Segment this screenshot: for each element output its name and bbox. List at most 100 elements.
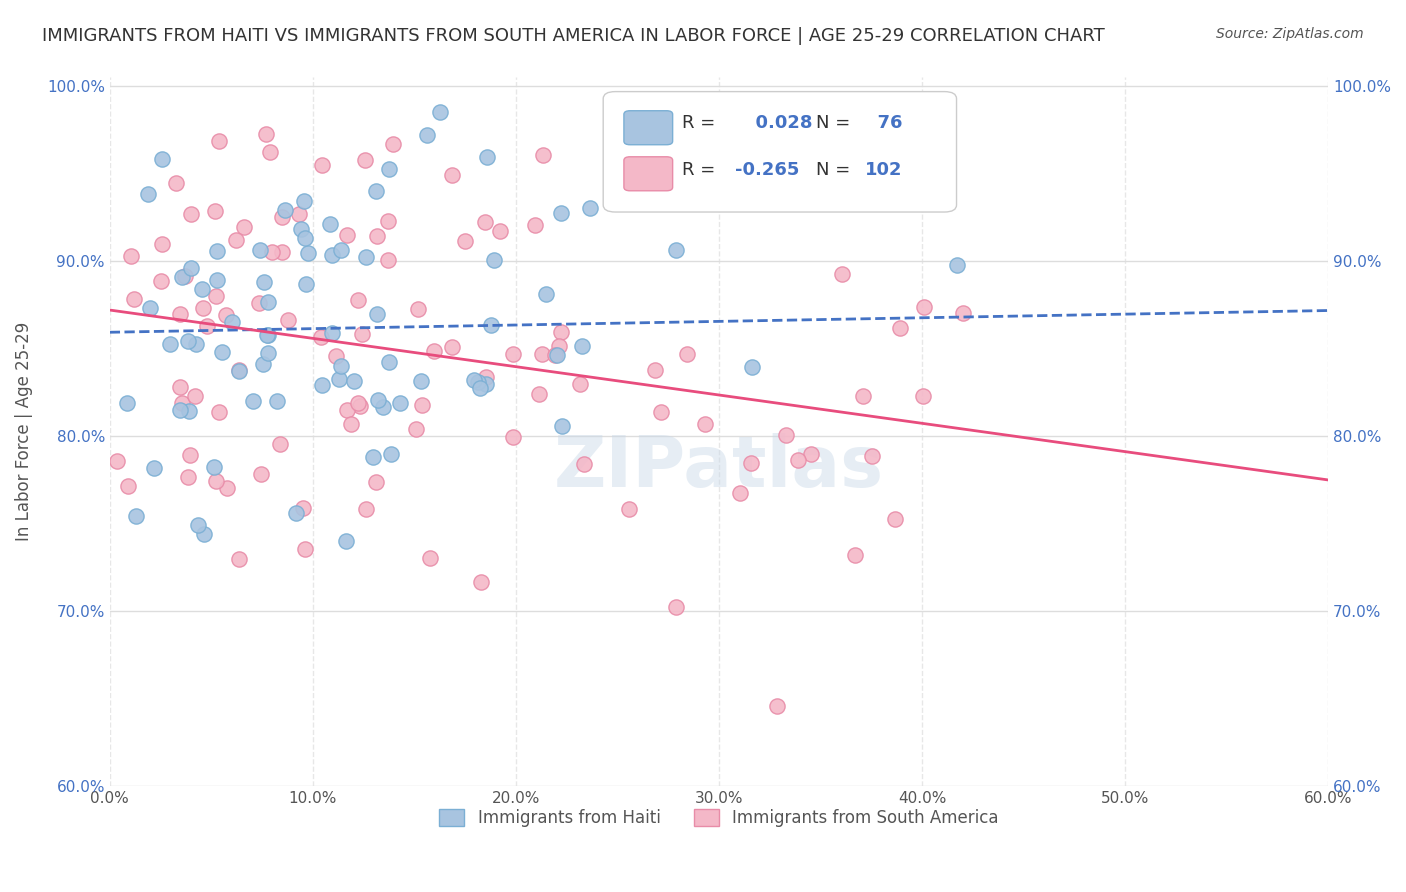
Point (221, 315, 243, 329)
Point (215, 309, 238, 323)
Point (139, 301, 162, 316)
Point (228, 552, 250, 566)
Point (138, 186, 160, 201)
Point (378, 161, 401, 176)
Point (367, 392, 389, 407)
Point (143, 460, 166, 475)
Point (644, 363, 666, 377)
Point (336, 403, 359, 417)
Point (578, 201, 600, 215)
Point (225, 233, 247, 247)
Point (205, 244, 228, 258)
Text: R =: R = (682, 161, 721, 178)
Point (366, 307, 388, 321)
Point (860, 450, 883, 464)
Point (215, 481, 238, 495)
Point (775, 427, 797, 442)
Point (277, 312, 299, 326)
Point (329, 244, 352, 258)
Point (423, 343, 446, 358)
Point (482, 252, 505, 267)
Point (548, 339, 571, 353)
Point (117, 395, 139, 409)
Point (740, 457, 762, 471)
Point (242, 393, 264, 408)
Point (150, 152, 173, 166)
FancyBboxPatch shape (603, 92, 956, 212)
Point (252, 275, 274, 289)
Point (470, 574, 492, 589)
Point (354, 501, 377, 516)
Point (852, 389, 875, 403)
Point (831, 267, 853, 281)
Legend: Immigrants from Haiti, Immigrants from South America: Immigrants from Haiti, Immigrants from S… (433, 803, 1005, 834)
Point (665, 243, 688, 257)
Point (502, 430, 524, 444)
Point (256, 328, 278, 343)
Point (523, 219, 546, 233)
Point (321, 326, 343, 340)
Point (371, 400, 394, 414)
Point (441, 340, 464, 354)
Point (228, 364, 250, 378)
Text: ZIPatlas: ZIPatlas (554, 433, 884, 501)
Point (274, 203, 297, 218)
Point (703, 194, 725, 209)
Point (120, 249, 142, 263)
Point (664, 599, 686, 614)
Point (765, 699, 787, 714)
Text: 0.028: 0.028 (744, 114, 813, 133)
Point (173, 269, 195, 284)
Point (176, 334, 198, 349)
Point (328, 372, 350, 386)
Point (409, 375, 432, 389)
Point (889, 321, 911, 335)
Point (479, 318, 502, 332)
Point (117, 479, 139, 493)
Point (550, 205, 572, 219)
Point (269, 437, 291, 451)
Point (179, 449, 201, 463)
Point (335, 533, 357, 548)
Point (475, 370, 498, 384)
Point (336, 227, 359, 242)
Point (125, 508, 148, 523)
Point (364, 475, 387, 490)
Text: 102: 102 (865, 161, 903, 178)
Point (405, 422, 427, 436)
Point (256, 328, 278, 343)
Point (256, 346, 278, 360)
Point (377, 253, 399, 268)
Point (228, 363, 250, 377)
Point (530, 347, 553, 361)
Point (693, 417, 716, 432)
Point (354, 153, 377, 168)
Point (502, 347, 524, 361)
Point (292, 194, 315, 208)
Point (169, 403, 191, 417)
Point (184, 389, 207, 403)
Point (408, 301, 430, 316)
Point (191, 282, 214, 296)
Point (440, 168, 463, 182)
Text: N =: N = (817, 161, 856, 178)
Y-axis label: In Labor Force | Age 25-29: In Labor Force | Age 25-29 (15, 322, 32, 541)
Text: -0.265: -0.265 (735, 161, 799, 178)
Point (177, 404, 200, 418)
Point (124, 292, 146, 306)
Point (193, 527, 215, 541)
Point (377, 355, 399, 369)
Point (232, 219, 254, 234)
Point (474, 215, 496, 229)
Point (377, 214, 399, 228)
Point (550, 325, 572, 339)
Point (202, 460, 225, 475)
Point (187, 517, 209, 532)
Point (159, 336, 181, 351)
Point (352, 327, 374, 342)
Point (347, 396, 370, 410)
Point (294, 541, 316, 556)
Point (205, 273, 228, 287)
Point (568, 376, 591, 391)
Point (529, 386, 551, 401)
